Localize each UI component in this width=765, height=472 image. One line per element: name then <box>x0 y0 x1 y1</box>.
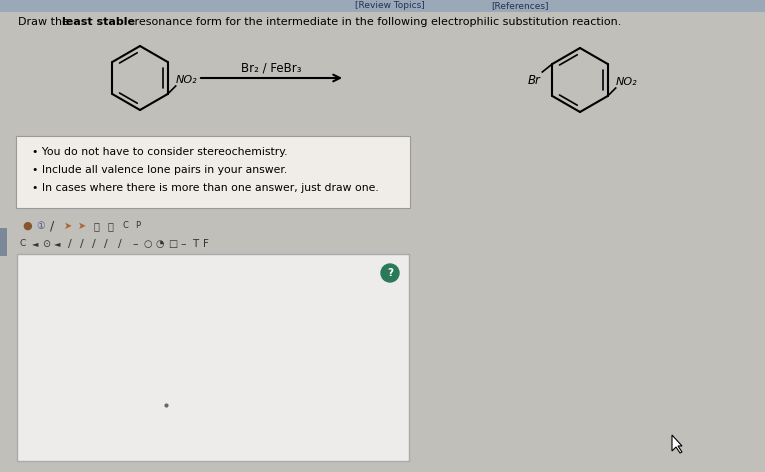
Text: least stable: least stable <box>62 17 135 27</box>
Text: ●: ● <box>22 221 32 231</box>
Text: –: – <box>132 239 138 249</box>
Text: ➤: ➤ <box>64 221 72 231</box>
FancyBboxPatch shape <box>17 254 409 461</box>
Text: ◔: ◔ <box>156 239 164 249</box>
Text: /: / <box>92 239 96 249</box>
Text: NO₂: NO₂ <box>176 75 197 85</box>
Text: • In cases where there is more than one answer, just draw one.: • In cases where there is more than one … <box>32 183 379 193</box>
Text: –: – <box>180 239 186 249</box>
Text: ?: ? <box>387 268 393 278</box>
FancyBboxPatch shape <box>16 136 410 208</box>
Text: • You do not have to consider stereochemistry.: • You do not have to consider stereochem… <box>32 147 288 157</box>
Circle shape <box>381 264 399 282</box>
Text: /: / <box>80 239 83 249</box>
Text: 🔍: 🔍 <box>94 221 100 231</box>
Text: Draw the: Draw the <box>18 17 73 27</box>
Text: ⊙: ⊙ <box>42 239 50 249</box>
Text: T: T <box>192 239 198 249</box>
Text: C: C <box>20 239 26 248</box>
Text: ➤: ➤ <box>78 221 86 231</box>
Bar <box>0 0 765 12</box>
Bar <box>0 228 7 256</box>
Text: [Review Topics]: [Review Topics] <box>355 1 425 10</box>
Polygon shape <box>672 435 682 453</box>
Text: ◄: ◄ <box>54 239 60 248</box>
Text: /: / <box>68 239 72 249</box>
Text: [References]: [References] <box>491 1 549 10</box>
Text: NO₂: NO₂ <box>616 77 637 87</box>
Text: • Include all valence lone pairs in your answer.: • Include all valence lone pairs in your… <box>32 165 287 175</box>
Text: /: / <box>118 239 122 249</box>
Text: ①: ① <box>36 221 44 231</box>
Text: 🔍: 🔍 <box>108 221 114 231</box>
Text: /: / <box>50 219 54 233</box>
Text: Br: Br <box>527 74 540 87</box>
Text: Br₂ / FeBr₃: Br₂ / FeBr₃ <box>241 61 301 75</box>
Text: ◄: ◄ <box>32 239 38 248</box>
Text: /: / <box>104 239 108 249</box>
Text: C: C <box>123 221 129 230</box>
Text: resonance form for the intermediate in the following electrophilic substitution : resonance form for the intermediate in t… <box>131 17 621 27</box>
Text: F: F <box>203 239 209 249</box>
Text: P: P <box>135 221 140 230</box>
Text: □: □ <box>168 239 177 249</box>
Text: ○: ○ <box>144 239 152 249</box>
